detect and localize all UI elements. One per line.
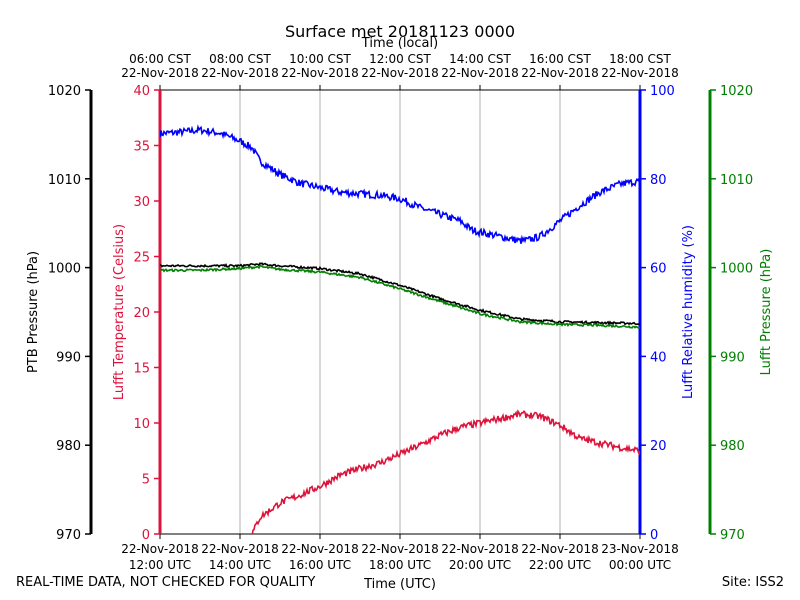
humidity-axis-tick-label: 80: [650, 173, 667, 188]
x-bottom-tick-date: 23-Nov-2018: [601, 542, 679, 556]
x-bottom-tick-time: 00:00 UTC: [609, 558, 671, 572]
x-top-axis-label: Time (local): [361, 36, 438, 51]
x-top-tick-time: 10:00 CST: [289, 52, 351, 66]
lufft-pressure-axis-tick-label: 980: [720, 439, 745, 454]
x-bottom-tick-time: 22:00 UTC: [529, 558, 591, 572]
humidity-axis-tick-label: 100: [650, 84, 675, 99]
lufft-pressure-axis-tick-label: 1020: [720, 84, 753, 99]
x-bottom-axis-label: Time (UTC): [363, 577, 436, 592]
humidity-axis-tick-label: 40: [650, 350, 667, 365]
ptb-pressure-axis-tick-label: 970: [56, 528, 81, 543]
chart-title: Surface met 20181123 0000: [285, 22, 515, 41]
series-humidity-line: [160, 124, 640, 244]
lufft-pressure-axis-tick-label: 990: [720, 350, 745, 365]
x-top-tick-time: 14:00 CST: [449, 52, 511, 66]
temperature-axis-tick-label: 35: [133, 140, 150, 155]
footer-site: Site: ISS2: [721, 575, 784, 590]
x-bottom-tick-time: 20:00 UTC: [449, 558, 511, 572]
x-bottom-tick-time: 14:00 UTC: [209, 558, 271, 572]
ptb-pressure-axis-tick-label: 1020: [48, 84, 81, 99]
ptb-pressure-axis-tick-label: 1000: [48, 262, 81, 277]
x-top-tick-date: 22-Nov-2018: [121, 66, 199, 80]
x-top-tick-time: 08:00 CST: [209, 52, 271, 66]
x-bottom-tick-date: 22-Nov-2018: [521, 542, 599, 556]
x-top-tick-date: 22-Nov-2018: [281, 66, 359, 80]
temperature-axis-label: Lufft Temperature (Celsius): [112, 224, 127, 400]
lufft-pressure-axis-tick-label: 1010: [720, 173, 753, 188]
x-top-tick-date: 22-Nov-2018: [601, 66, 679, 80]
temperature-axis-tick-label: 10: [133, 417, 150, 432]
lufft-pressure-axis-tick-label: 970: [720, 528, 745, 543]
temperature-axis-tick-label: 30: [133, 195, 150, 210]
x-top-tick-time: 06:00 CST: [129, 52, 191, 66]
lufft-pressure-axis-tick-label: 1000: [720, 262, 753, 277]
temperature-axis-tick-label: 5: [142, 473, 150, 488]
x-bottom-tick-date: 22-Nov-2018: [121, 542, 199, 556]
x-top-tick-time: 18:00 CST: [609, 52, 671, 66]
series-temperature-line: [251, 409, 640, 534]
x-bottom-tick-date: 22-Nov-2018: [361, 542, 439, 556]
ptb-pressure-axis-tick-label: 980: [56, 439, 81, 454]
temperature-axis-tick-label: 25: [133, 251, 150, 266]
ptb-pressure-axis-tick-label: 1010: [48, 173, 81, 188]
x-bottom-tick-date: 22-Nov-2018: [441, 542, 519, 556]
temperature-axis-tick-label: 15: [133, 362, 150, 377]
lufft-pressure-axis-label: Lufft Pressure (hPa): [759, 249, 774, 376]
ptb-pressure-axis-label: PTB Pressure (hPa): [26, 251, 41, 373]
x-bottom-tick-date: 22-Nov-2018: [201, 542, 279, 556]
x-bottom-tick-time: 12:00 UTC: [129, 558, 191, 572]
series-ptb-pressure-line: [160, 262, 640, 326]
x-top-tick-date: 22-Nov-2018: [201, 66, 279, 80]
series-lufft-pressure-line: [160, 264, 640, 329]
x-top-tick-date: 22-Nov-2018: [441, 66, 519, 80]
x-bottom-tick-time: 18:00 UTC: [369, 558, 431, 572]
x-bottom-tick-date: 22-Nov-2018: [281, 542, 359, 556]
x-top-tick-date: 22-Nov-2018: [521, 66, 599, 80]
humidity-axis-tick-label: 20: [650, 439, 667, 454]
ptb-pressure-axis-tick-label: 990: [56, 350, 81, 365]
x-top-tick-date: 22-Nov-2018: [361, 66, 439, 80]
temperature-axis-tick-label: 40: [133, 84, 150, 99]
x-bottom-tick-time: 16:00 UTC: [289, 558, 351, 572]
humidity-axis-tick-label: 60: [650, 262, 667, 277]
humidity-axis-label: Lufft Relative humidity (%): [681, 225, 696, 399]
x-top-tick-time: 12:00 CST: [369, 52, 431, 66]
footer-disclaimer: REAL-TIME DATA, NOT CHECKED FOR QUALITY: [16, 575, 316, 590]
humidity-axis-tick-label: 0: [650, 528, 658, 543]
x-top-tick-time: 16:00 CST: [529, 52, 591, 66]
temperature-axis-tick-label: 20: [133, 306, 150, 321]
temperature-axis-tick-label: 0: [142, 528, 150, 543]
